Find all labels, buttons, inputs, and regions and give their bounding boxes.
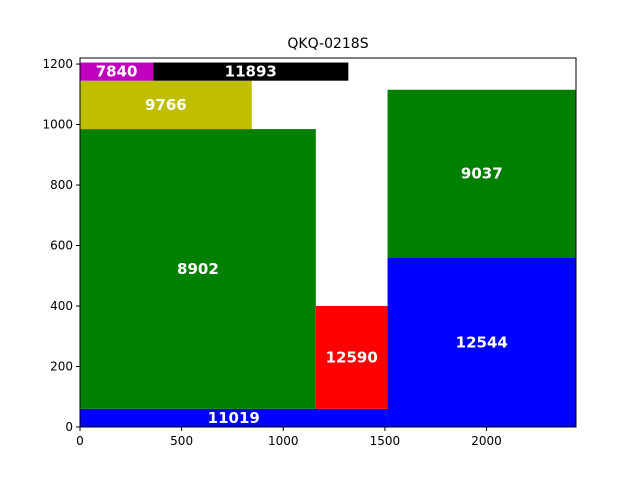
treemap-rect <box>80 129 316 409</box>
treemap-rect-label: 9037 <box>461 165 503 183</box>
treemap-rect-label: 11893 <box>225 63 277 81</box>
treemap-rect-label: 12544 <box>456 333 508 351</box>
x-tick-label: 0 <box>76 434 84 448</box>
x-tick-label: 1500 <box>370 434 401 448</box>
treemap-rect <box>315 306 388 409</box>
y-tick-label: 1000 <box>42 118 73 132</box>
y-tick-label: 400 <box>50 299 73 313</box>
treemap-rect <box>80 408 388 427</box>
chart-title: QKQ-0218S <box>287 36 368 52</box>
treemap-rect <box>153 62 349 81</box>
y-tick-label: 0 <box>65 420 73 434</box>
y-tick-label: 200 <box>50 360 73 374</box>
y-tick-label: 1200 <box>42 57 73 71</box>
x-tick-label: 1000 <box>268 434 299 448</box>
treemap-rect-label: 9766 <box>145 96 187 114</box>
treemap-rect-label: 11019 <box>208 409 260 427</box>
treemap-rect <box>80 62 154 81</box>
y-axis: 0 200 400 600 800 1000 1200 <box>42 57 80 434</box>
treemap-rect <box>387 89 576 258</box>
x-tick-label: 2000 <box>471 434 502 448</box>
rect-label-layer: 11019 8902 12590 9766 7840 11893 12544 9037 <box>96 63 508 427</box>
y-tick-label: 600 <box>50 239 73 253</box>
y-tick-label: 800 <box>50 178 73 192</box>
x-tick-label: 500 <box>170 434 193 448</box>
treemap-rect-label: 7840 <box>96 63 138 81</box>
treemap-rect <box>387 257 576 427</box>
treemap-rect-label: 12590 <box>326 348 378 366</box>
x-axis: 0 500 1000 1500 2000 <box>76 427 502 448</box>
rect-layer <box>80 62 576 427</box>
plot-frame <box>79 57 577 428</box>
treemap-rect <box>80 80 252 130</box>
treemap-rect-label: 8902 <box>177 260 219 278</box>
